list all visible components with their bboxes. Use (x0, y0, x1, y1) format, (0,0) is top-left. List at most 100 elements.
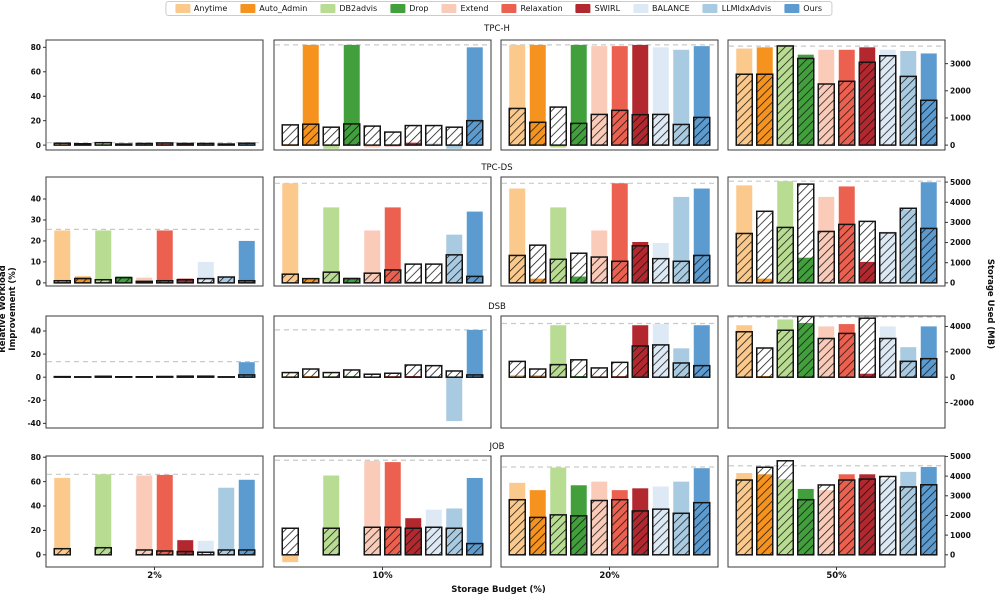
relaxation-storage-bar (384, 131, 402, 146)
relaxation-improvement-bar (384, 207, 401, 283)
anytime-storage-bar (735, 232, 753, 284)
right-tick-label: 2000 (950, 86, 971, 95)
anytime-storage-bar (508, 107, 526, 146)
swirl-storage-bar (404, 364, 422, 378)
llmidxadvis-storage-bar (899, 75, 917, 146)
right-axis-label: Storage Used (MB) (985, 258, 995, 350)
extend-storage-bar (135, 280, 153, 284)
drop-storage-bar (343, 123, 361, 146)
auto_admin-storage-bar (302, 368, 320, 378)
subplot-border (727, 176, 946, 287)
db2advis-storage-bar (94, 375, 112, 378)
auto_admin-storage-bar (74, 143, 92, 146)
x-tick-label-20%: 20% (599, 571, 620, 581)
llmidxadvis-improvement-bar (446, 145, 463, 149)
legend-item-auto_admin: Auto_Admin (240, 4, 307, 13)
right-tick-label: 5000 (950, 452, 971, 461)
db2advis-storage-bar (549, 363, 567, 378)
ours-storage-bar (920, 484, 938, 556)
relaxation-storage-bar (838, 223, 856, 284)
extend-storage-bar (817, 337, 835, 378)
anytime-storage-bar (53, 279, 71, 284)
right-tick-label: 3000 (950, 218, 971, 227)
anytime-storage-bar (53, 142, 71, 146)
db2advis-improvement-bar (550, 145, 567, 148)
legend-swatch (575, 4, 591, 13)
anytime-storage-bar (508, 254, 526, 284)
right-tick-label: 0 (950, 551, 955, 560)
db2advis-storage-bar (549, 514, 567, 556)
subplot-border (273, 176, 492, 287)
relaxation-storage-bar (156, 279, 174, 284)
swirl-storage-bar (858, 61, 876, 146)
anytime-storage-bar (53, 547, 71, 556)
right-tick-label: 1000 (950, 531, 971, 540)
right-tick-label: 5000 (950, 178, 971, 187)
ours-storage-bar (466, 119, 484, 146)
right-tick-label: 3000 (950, 491, 971, 500)
balance-storage-bar (197, 375, 215, 378)
db2advis-storage-bar (94, 141, 112, 146)
db2advis-improvement-bar (323, 145, 340, 149)
left-tick-label: 60 (31, 477, 41, 486)
right-tick-label: 1000 (950, 258, 971, 267)
left-tick-label: 20 (31, 116, 41, 125)
auto_admin-storage-bar (529, 244, 547, 284)
balance-improvement-bar (197, 540, 214, 555)
right-tick-label: 0 (950, 141, 955, 150)
left-tick-label: -40 (27, 419, 41, 428)
llmidxadvis-storage-bar (899, 207, 917, 284)
llmidxadvis-storage-bar (217, 276, 235, 284)
auto_admin-storage-bar (302, 123, 320, 146)
subplot-job-20%: 20% (500, 455, 719, 581)
swirl-storage-bar (631, 510, 649, 556)
extend-storage-bar (817, 83, 835, 146)
legend-label: DB2advis (339, 4, 378, 13)
swirl-storage-bar (176, 142, 194, 146)
subplot-tpc-ds-10% (273, 176, 492, 287)
extend-improvement-bar (364, 145, 381, 148)
right-tick-label: 2000 (950, 238, 971, 247)
left-tick-label: 20 (31, 350, 41, 359)
auto_admin-storage-bar (302, 277, 320, 284)
ours-storage-bar (238, 279, 256, 284)
extend-storage-bar (135, 549, 153, 556)
ours-storage-bar (466, 275, 484, 284)
swirl-storage-bar (631, 245, 649, 284)
left-tick-label: 10 (31, 258, 41, 267)
subplot-border (500, 176, 719, 287)
relaxation-storage-bar (156, 142, 174, 146)
ours-storage-bar (693, 254, 711, 284)
left-tick-label: 0 (36, 373, 41, 382)
llmidxadvis-storage-bar (672, 362, 690, 378)
balance-storage-bar (197, 142, 215, 146)
auto_admin-storage-bar (529, 121, 547, 146)
balance-storage-bar (652, 344, 670, 378)
llmidxadvis-storage-bar (217, 549, 235, 556)
legend-item-extend: Extend (441, 4, 488, 13)
subplot-border (273, 39, 492, 151)
anytime-storage-bar (508, 360, 526, 378)
legend-label: LLMIdxAdvis (721, 4, 772, 13)
left-tick-label: 20 (31, 237, 41, 246)
right-tick-label: 0 (950, 279, 955, 288)
auto_admin-improvement-bar (302, 44, 319, 146)
db2advis-storage-bar (322, 126, 340, 146)
legend-swatch (633, 4, 649, 13)
left-tick-label: 40 (31, 327, 41, 336)
subplot-tpc-ds-20% (500, 176, 719, 287)
ours-storage-bar (693, 501, 711, 556)
legend: Anytime Auto_Admin DB2advis Drop Extend Relax… (164, 1, 833, 16)
drop-storage-bar (797, 57, 815, 146)
anytime-improvement-bar (54, 230, 71, 283)
legend-swatch (784, 4, 800, 13)
llmidxadvis-storage-bar (445, 126, 463, 146)
anytime-storage-bar (281, 124, 299, 146)
balance-storage-bar (425, 263, 443, 284)
db2advis-improvement-bar (95, 230, 112, 283)
legend-label: SWIRL (594, 4, 621, 13)
legend-item-drop: Drop (390, 4, 428, 13)
subplot-job-2%: 0 20 40 60 80 2% (31, 453, 264, 581)
subplot-tpc-h-50%: 0 1000 2000 3000 (727, 39, 971, 151)
relaxation-storage-bar (611, 498, 629, 556)
